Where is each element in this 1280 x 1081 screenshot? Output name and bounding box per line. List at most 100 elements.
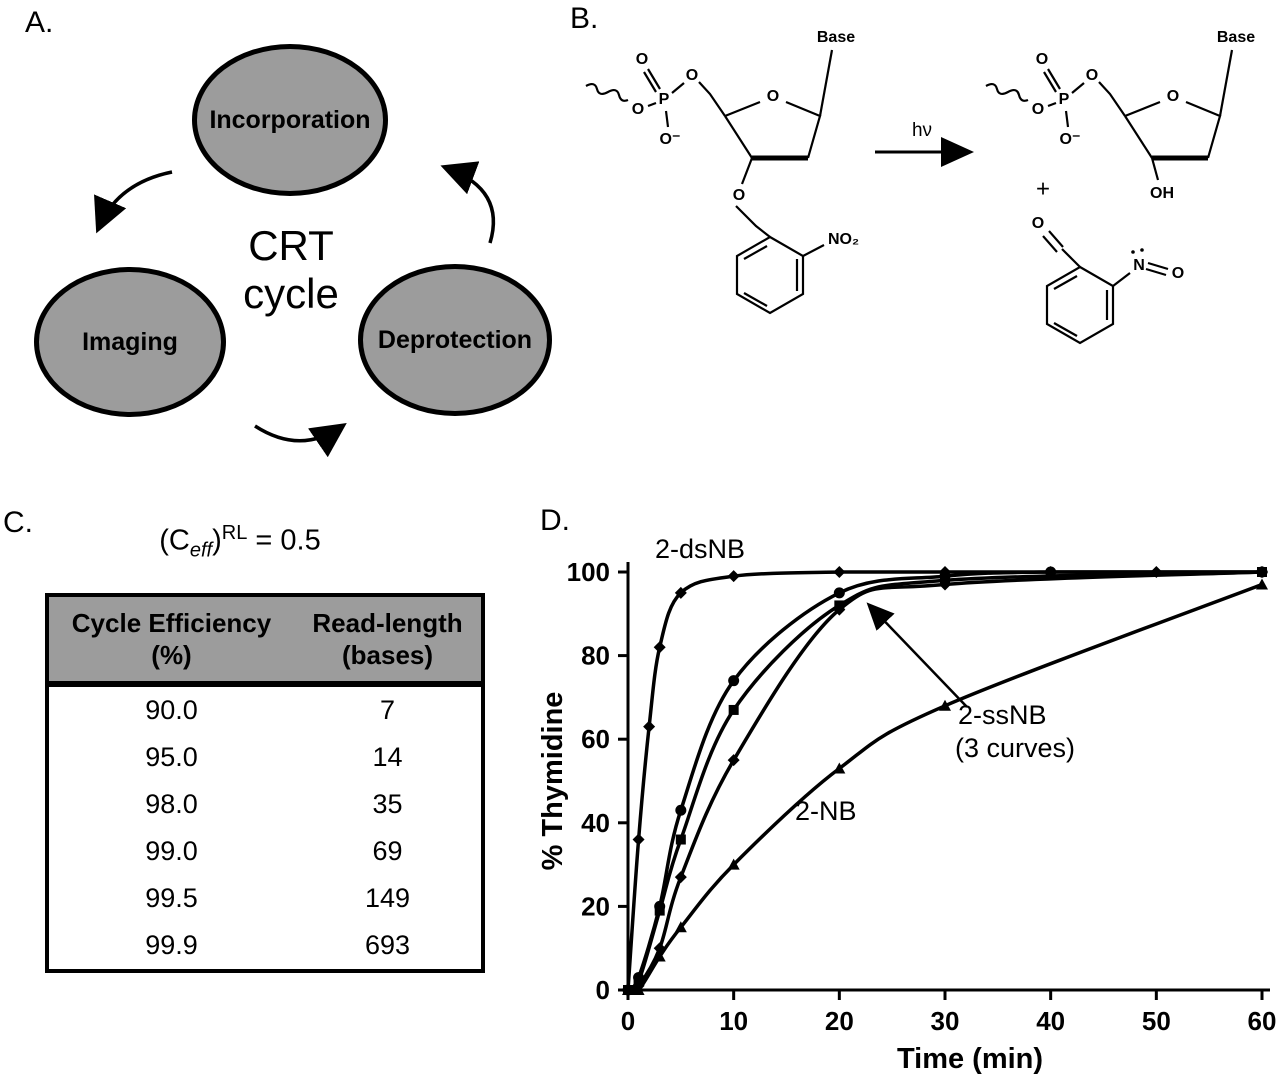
cycle-node-imaging: Imaging (34, 267, 226, 417)
col2-header-line1: Read-length (312, 608, 463, 638)
efficiency-cell: 98.0 (145, 789, 198, 819)
nb-curve-label: 2-NB (795, 796, 857, 826)
col-header-cycle-efficiency: Cycle Efficiency (%) (47, 595, 295, 687)
plus-sign: + (1036, 175, 1050, 202)
x-tick-label: 0 (621, 1006, 635, 1036)
x-tick-label: 20 (825, 1006, 854, 1036)
o-minus-atom: O⁻ (660, 131, 681, 148)
table-body: 90.0 7 95.0 14 98.0 35 99.0 69 99.5 149 99.9 693 (47, 684, 483, 971)
bond (647, 101, 657, 108)
o-minus-atom: O⁻ (1060, 131, 1081, 148)
base-atom: Base (1217, 29, 1255, 46)
marker-diamond (939, 578, 951, 591)
base-bond (1218, 49, 1234, 117)
o-bridge-atom: O (1086, 67, 1098, 84)
marker-triangle (653, 950, 666, 962)
marker-diamond (727, 754, 740, 767)
read-length-cell: 149 (364, 883, 411, 913)
efficiency-cell: 95.0 (145, 742, 198, 772)
o-bridge-atom: O (686, 67, 698, 84)
o-nitroso-atom: O (1172, 265, 1184, 282)
benzene-double-bond (1053, 275, 1078, 290)
o-ether-atom: O (733, 187, 745, 204)
crt-cycle-title-line1: CRT (248, 222, 334, 269)
nitroso-double-bond (1145, 267, 1167, 277)
eq-rest: = 0.5 (247, 524, 321, 557)
panel-d-label: D. (540, 504, 570, 537)
dna-chain-squiggle (585, 82, 629, 102)
o-ester-atom: O (632, 101, 644, 118)
y-tick-label: 100 (567, 557, 610, 587)
y-tick-label: 20 (581, 891, 610, 921)
ssnb-curve-label-line1: 2-ssNB (958, 700, 1047, 730)
read-length-table: Cycle Efficiency (%) Read-length (bases)… (45, 593, 485, 973)
marker-circle (675, 804, 687, 816)
x-axis-title: Time (min) (897, 1043, 1043, 1075)
marker-diamond (632, 833, 645, 846)
table-row: 99.9 693 (47, 922, 483, 971)
bond (1150, 157, 1160, 181)
arrow-incorporation-to-imaging (94, 170, 173, 234)
read-length-cell: 7 (379, 695, 396, 725)
o-phosphoryl-atom: O (1036, 51, 1048, 68)
arrow-imaging-to-deprotection (254, 423, 347, 458)
nitroso-byproduct: O N O (1032, 215, 1184, 345)
marker-triangle (939, 699, 951, 711)
carbonyl-double-bond (1048, 230, 1064, 248)
dna-chain-squiggle (985, 82, 1029, 102)
read-length-cell: 693 (364, 930, 411, 960)
c5-bond (698, 81, 726, 117)
marker-diamond (833, 566, 846, 578)
x-tick-label: 10 (719, 1006, 748, 1036)
benzene-double-bond (1053, 322, 1078, 337)
table-row: 99.0 69 (47, 828, 483, 875)
n-atom: N (1133, 257, 1145, 274)
bond (802, 244, 825, 257)
eq-open: (C (159, 524, 190, 557)
product-nucleotide: O P O O⁻ O O Base OH (985, 29, 1255, 202)
col1-header-line1: Cycle Efficiency (71, 608, 272, 638)
bond (740, 157, 754, 185)
sugar-ring-edge (1124, 115, 1153, 159)
o-aldehyde-atom: O (1032, 215, 1044, 232)
series-2-NB (627, 582, 1263, 995)
benzene-double-bond (743, 245, 768, 260)
sugar-ring-edge (724, 100, 761, 118)
benzene-ring (735, 235, 805, 315)
efficiency-cell: 99.9 (145, 930, 198, 960)
marker-circle (728, 675, 740, 687)
eq-close: ) (212, 524, 222, 557)
panel-a-label: A. (25, 6, 54, 39)
panel-b-label: B. (570, 2, 599, 35)
sugar-ring-edge (724, 115, 753, 159)
thymidine-release-chart: 0 10 20 30 40 50 60 0 20 40 60 80 100 Time (min) % Thy… (537, 534, 1276, 1075)
x-tick-label: 30 (931, 1006, 960, 1036)
deprotection-label: Deprotection (377, 325, 533, 354)
bond (664, 110, 670, 128)
cycle-node-deprotection: Deprotection (358, 264, 552, 416)
sugar-ring-edge (785, 100, 822, 159)
crt-cycle-title: CRT cycle (206, 222, 376, 318)
cycle-node-incorporation: Incorporation (192, 44, 388, 196)
y-tick-label: 40 (581, 808, 610, 838)
efficiency-cell: 99.0 (145, 836, 198, 866)
p-atom: P (659, 91, 670, 108)
dsnb-curve-label: 2-dsNB (655, 534, 745, 564)
marker-triangle (727, 858, 740, 870)
read-length-cell: 69 (372, 836, 403, 866)
crt-cycle-title-line2: cycle (243, 270, 339, 317)
marker-square (728, 704, 739, 715)
y-tick-label: 0 (596, 975, 610, 1005)
sugar-ring-edge (1185, 100, 1222, 159)
table-row: 98.0 35 (47, 781, 483, 828)
o-ring-atom: O (767, 88, 779, 105)
efficiency-cell: 90.0 (145, 695, 198, 725)
col1-header-line2: (%) (151, 640, 192, 670)
marker-triangle (833, 762, 846, 774)
marker-diamond (653, 942, 666, 955)
base-atom: Base (817, 29, 855, 46)
x-tick-label: 50 (1142, 1006, 1171, 1036)
table-row: 90.0 7 (47, 684, 483, 734)
p-atom: P (1059, 91, 1070, 108)
marker-circle (833, 587, 845, 599)
